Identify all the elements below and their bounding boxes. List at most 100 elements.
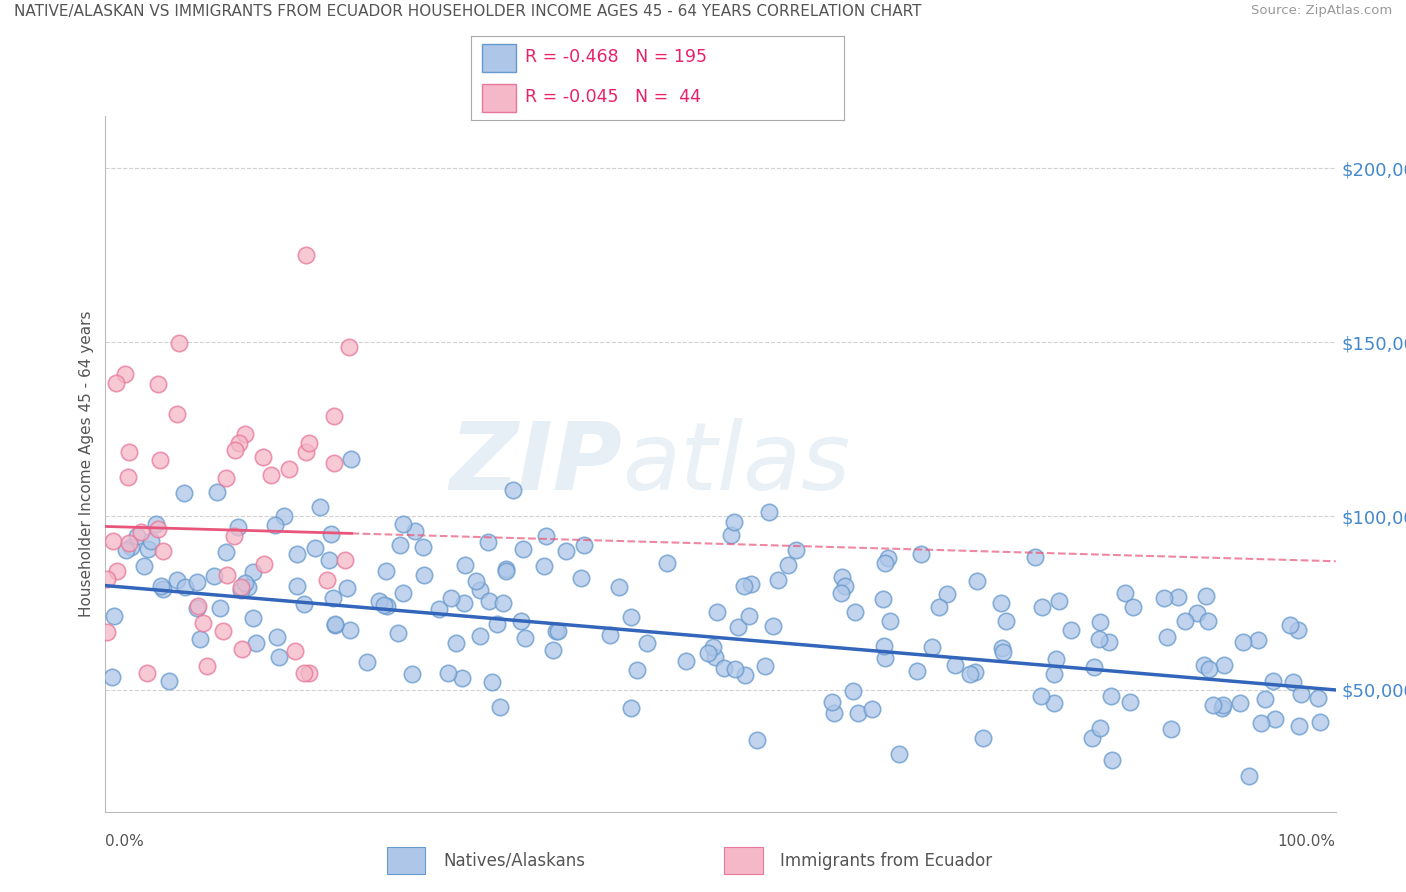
Point <box>599 628 621 642</box>
Point <box>231 580 253 594</box>
Point <box>1212 698 1234 712</box>
Text: NATIVE/ALASKAN VS IMMIGRANTS FROM ECUADOR HOUSEHOLDER INCOME AGES 45 - 64 YEARS : NATIVE/ALASKAN VS IMMIGRANTS FROM ECUADO… <box>14 4 921 20</box>
Point <box>1088 632 1111 646</box>
Point <box>1045 652 1067 666</box>
Point <box>1114 585 1136 599</box>
Point <box>392 585 415 599</box>
Point <box>991 645 1014 659</box>
Point <box>1031 689 1053 703</box>
Point <box>373 598 395 612</box>
Point <box>437 666 460 681</box>
Point <box>727 620 749 634</box>
Text: atlas: atlas <box>621 418 851 509</box>
Point <box>1060 623 1083 637</box>
Point <box>879 614 901 628</box>
Point <box>260 468 283 483</box>
Point <box>115 542 138 557</box>
Point <box>724 661 747 675</box>
Point <box>339 623 361 637</box>
Point <box>1160 723 1182 737</box>
Point <box>278 462 301 476</box>
Point <box>412 567 434 582</box>
Point <box>233 427 256 442</box>
Point <box>1261 673 1284 688</box>
Point <box>266 630 288 644</box>
Point <box>267 649 290 664</box>
Point <box>96 572 118 586</box>
Point <box>1088 615 1111 629</box>
Point <box>509 614 531 628</box>
Point <box>224 528 246 542</box>
Point <box>214 470 236 484</box>
Point <box>114 367 136 381</box>
Point <box>785 542 807 557</box>
Point <box>375 599 398 613</box>
Point <box>118 536 141 550</box>
Point <box>990 596 1012 610</box>
Point <box>323 456 346 470</box>
Point <box>873 650 896 665</box>
Point <box>1167 590 1189 604</box>
Point <box>166 408 188 422</box>
Point <box>104 376 127 390</box>
Point <box>231 641 253 656</box>
Point <box>202 568 225 582</box>
Point <box>451 672 474 686</box>
Point <box>166 573 188 587</box>
Y-axis label: Householder Income Ages 45 - 64 years: Householder Income Ages 45 - 64 years <box>79 310 94 617</box>
Point <box>740 577 762 591</box>
Point <box>555 544 578 558</box>
Point <box>195 659 218 673</box>
Point <box>607 580 630 594</box>
Point <box>846 706 869 720</box>
Point <box>228 436 250 450</box>
Point <box>830 586 852 600</box>
Point <box>333 553 356 567</box>
Point <box>103 534 125 549</box>
FancyBboxPatch shape <box>724 847 763 874</box>
Point <box>928 600 950 615</box>
Point <box>118 445 141 459</box>
Point <box>737 609 759 624</box>
Point <box>541 643 564 657</box>
Point <box>295 248 318 262</box>
Point <box>318 553 340 567</box>
Point <box>145 516 167 531</box>
Point <box>706 605 728 619</box>
Point <box>1202 698 1225 712</box>
Point <box>1288 718 1310 732</box>
Point <box>1309 714 1331 729</box>
Point <box>921 640 943 654</box>
Point <box>1286 623 1309 637</box>
Point <box>873 556 896 570</box>
Point <box>150 579 173 593</box>
Point <box>440 591 463 605</box>
Point <box>1247 633 1270 648</box>
Point <box>401 666 423 681</box>
Point <box>481 675 503 690</box>
Point <box>337 340 360 354</box>
Point <box>1174 614 1197 628</box>
Point <box>1083 659 1105 673</box>
Point <box>188 632 211 647</box>
Point <box>965 665 987 680</box>
Text: Natives/Alaskans: Natives/Alaskans <box>443 852 585 870</box>
FancyBboxPatch shape <box>387 847 425 874</box>
Point <box>205 484 228 499</box>
Point <box>392 517 415 532</box>
Point <box>136 542 159 557</box>
Point <box>1153 591 1175 606</box>
Point <box>117 470 139 484</box>
Point <box>1195 589 1218 603</box>
Point <box>766 573 789 587</box>
Point <box>966 574 988 589</box>
Point <box>546 624 568 638</box>
Point <box>157 674 180 689</box>
Point <box>129 524 152 539</box>
Point <box>101 670 124 684</box>
Point <box>778 558 800 572</box>
Point <box>745 733 768 747</box>
Point <box>972 731 994 746</box>
Point <box>991 641 1014 656</box>
Point <box>120 540 142 554</box>
